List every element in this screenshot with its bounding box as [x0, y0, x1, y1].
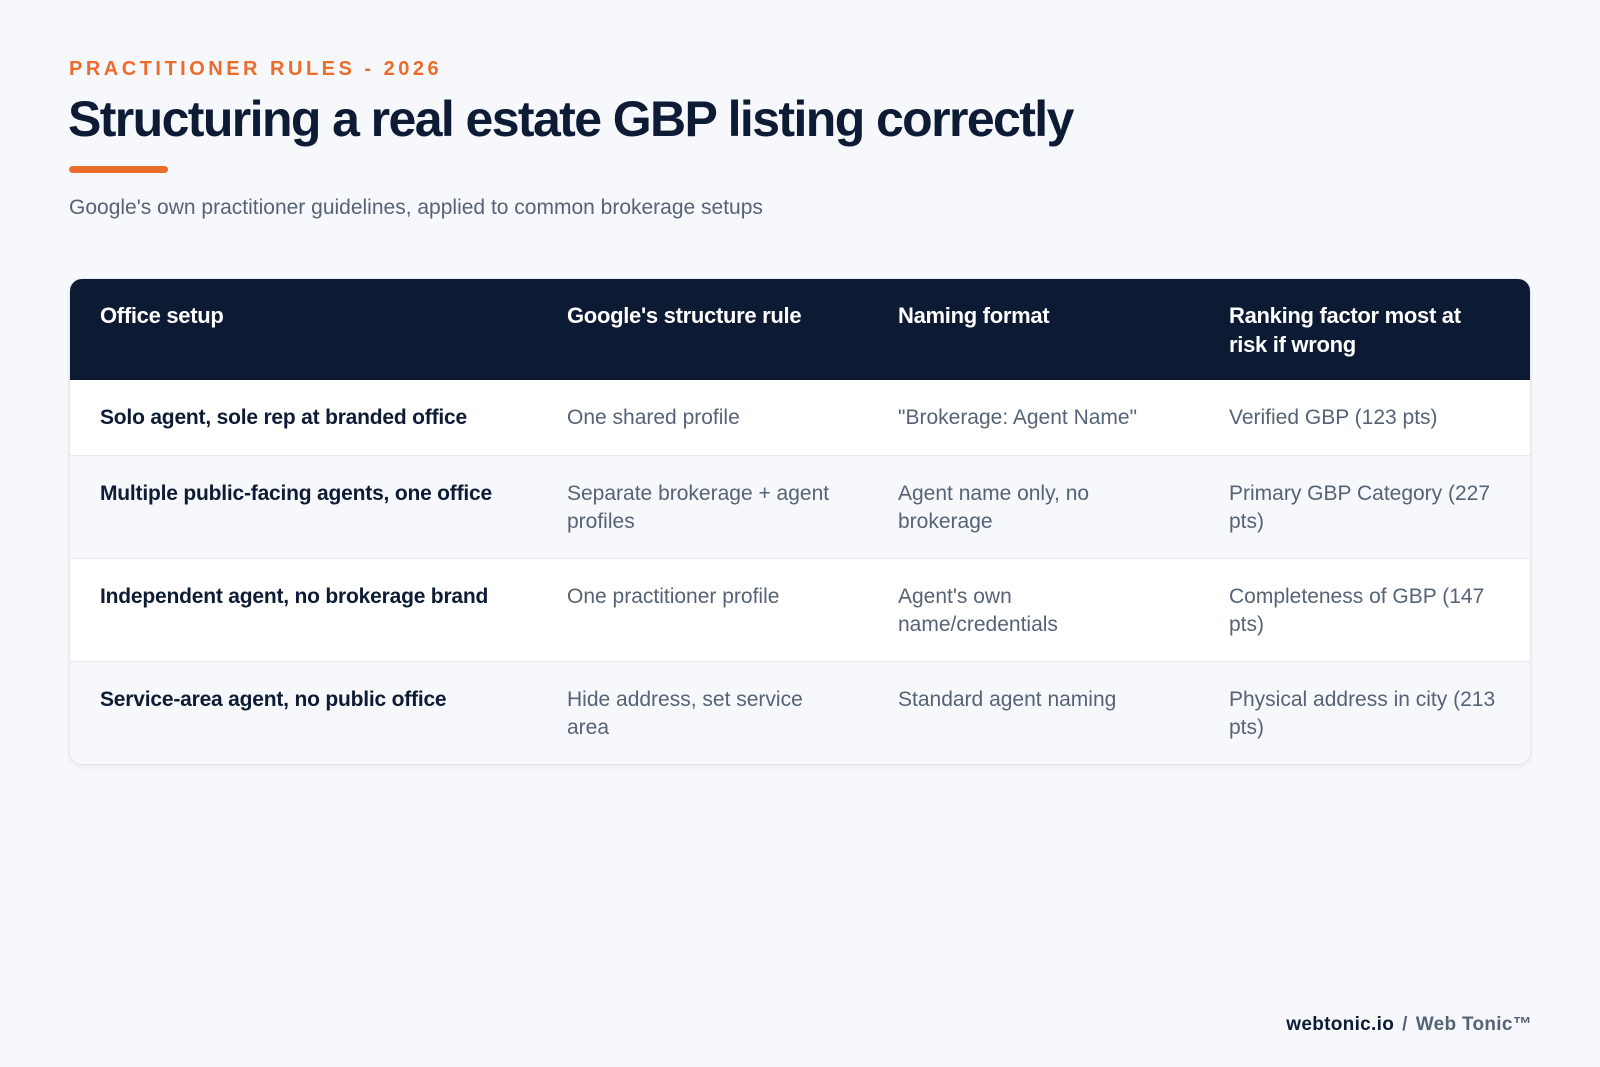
footer-domain-link[interactable]: webtonic.io — [1286, 1014, 1395, 1035]
cell-office-setup: Solo agent, sole rep at branded office — [100, 406, 467, 429]
table-header: Office setup Google's structure rule Nam… — [70, 279, 1530, 380]
table-row: Solo agent, sole rep at branded office O… — [70, 380, 1530, 455]
rules-table-card: Office setup Google's structure rule Nam… — [70, 279, 1530, 764]
cell-office-setup: Service-area agent, no public office — [100, 687, 447, 711]
column-header-naming-format: Naming format — [898, 303, 1050, 328]
rules-table: Office setup Google's structure rule Nam… — [70, 279, 1530, 764]
page-subtitle: Google's own practitioner guidelines, ap… — [69, 196, 763, 219]
title-underline-accent — [69, 166, 168, 173]
cell-ranking-factor: Physical address in city (213 pts) — [1229, 687, 1496, 739]
cell-naming-format: "Brokerage: Agent Name" — [898, 406, 1138, 429]
cell-office-setup: Independent agent, no brokerage brand — [100, 584, 489, 608]
table-row: Service-area agent, no public office Hid… — [70, 661, 1530, 764]
cell-structure-rule: Separate brokerage + agent profiles — [567, 481, 830, 533]
cell-structure-rule: One practitioner profile — [567, 584, 780, 608]
table-header-row: Office setup Google's structure rule Nam… — [70, 279, 1530, 380]
footer-separator: / — [1402, 1014, 1408, 1035]
footer-brand: Web Tonic™ — [1415, 1014, 1532, 1035]
column-header-ranking-factor: Ranking factor most at risk if wrong — [1229, 303, 1461, 357]
cell-structure-rule: Hide address, set service area — [567, 687, 803, 739]
cell-structure-rule: One shared profile — [567, 406, 740, 429]
cell-naming-format: Standard agent naming — [898, 687, 1117, 711]
table-row: Multiple public-facing agents, one offic… — [70, 455, 1530, 558]
column-header-structure-rule: Google's structure rule — [567, 303, 802, 328]
cell-office-setup: Multiple public-facing agents, one offic… — [100, 481, 492, 505]
page-title: Structuring a real estate GBP listing co… — [68, 91, 1074, 147]
cell-ranking-factor: Completeness of GBP (147 pts) — [1229, 584, 1485, 636]
cell-ranking-factor: Primary GBP Category (227 pts) — [1229, 481, 1491, 533]
table-row: Independent agent, no brokerage brand On… — [70, 558, 1530, 661]
cell-naming-format: Agent's own name/credentials — [898, 584, 1058, 636]
eyebrow-label: PRACTITIONER RULES - 2026 — [69, 58, 443, 80]
column-header-office-setup: Office setup — [100, 303, 224, 328]
cell-ranking-factor: Verified GBP (123 pts) — [1229, 406, 1438, 429]
cell-naming-format: Agent name only, no brokerage — [898, 481, 1090, 533]
footer-credit: webtonic.io / Web Tonic™ — [1286, 1014, 1532, 1036]
table-body: Solo agent, sole rep at branded office O… — [70, 380, 1530, 764]
